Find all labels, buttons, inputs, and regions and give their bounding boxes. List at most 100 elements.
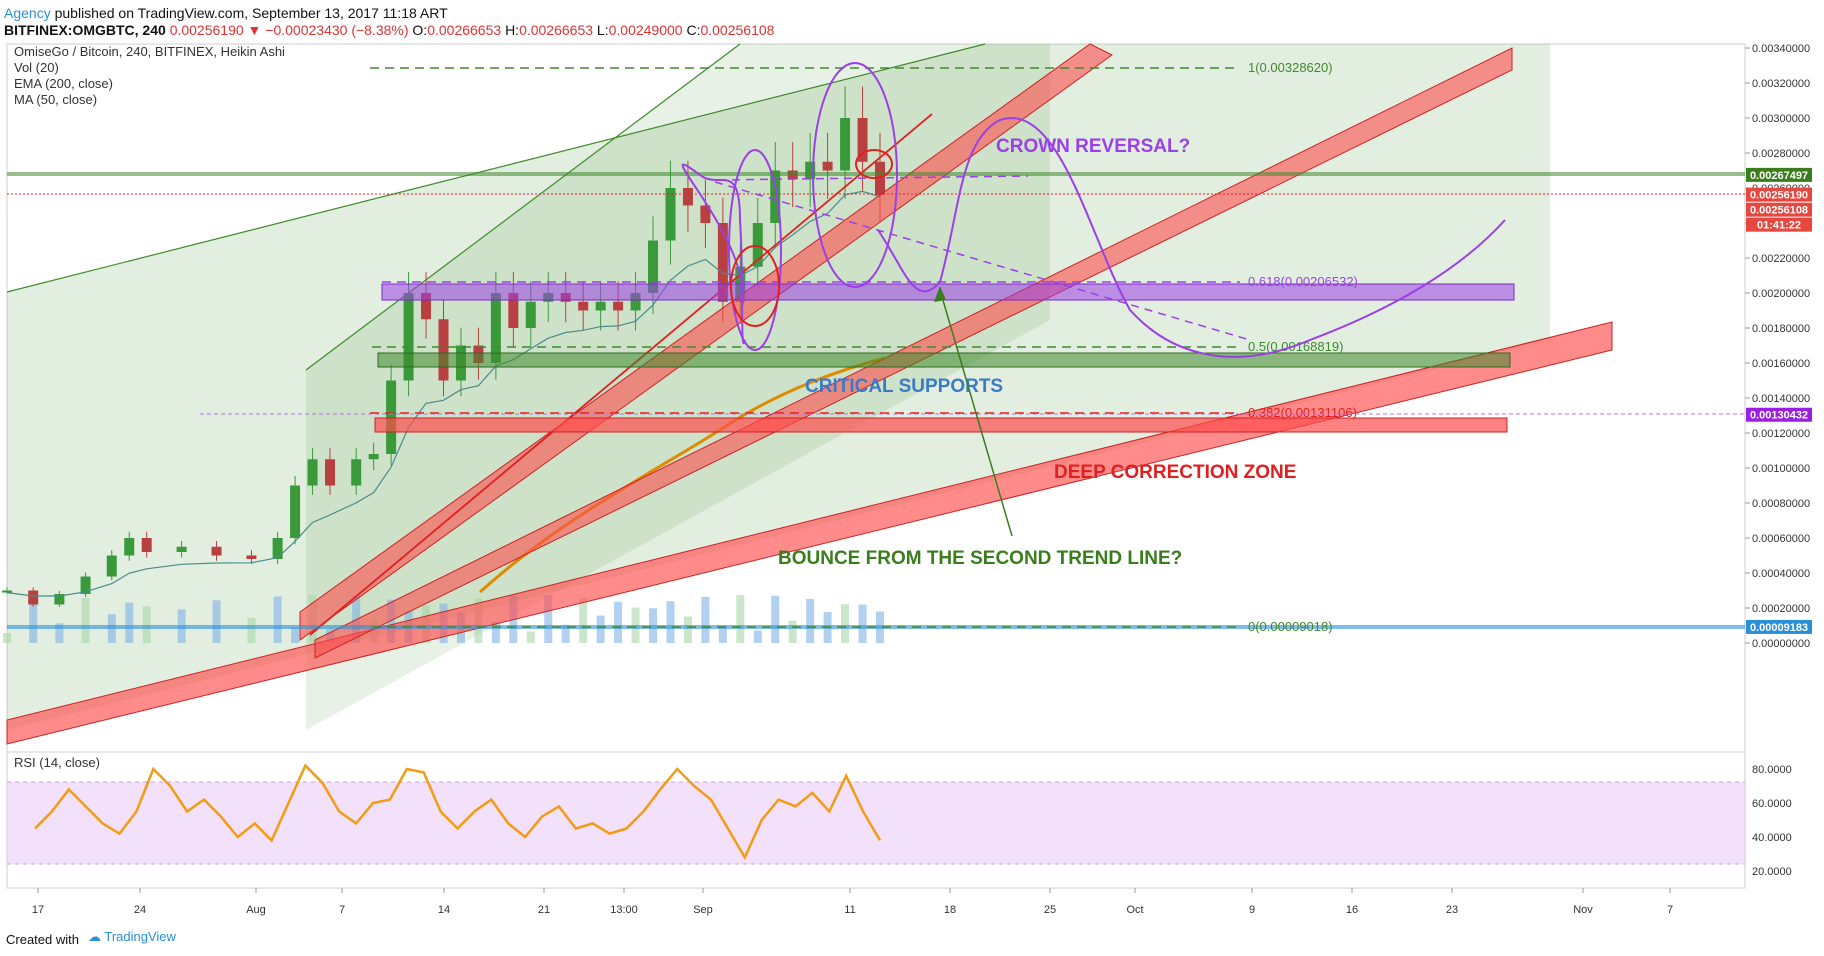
red-ellipse-top: [855, 149, 893, 179]
last-price: 0.00256190: [169, 22, 244, 38]
volume-bar: [81, 597, 90, 643]
candle-body: [106, 555, 117, 577]
price-tick-label: 0.00040000: [1752, 568, 1810, 580]
crown-ellipse: [812, 62, 898, 288]
price-tick-label: 0.00300000: [1752, 113, 1810, 125]
candle-body: [2, 590, 12, 593]
price-tick-label: 0.00120000: [1752, 428, 1810, 440]
fib-382-label: 0.382(0.00131106): [1248, 405, 1357, 420]
price-badge-text: 0.00256190: [1750, 190, 1808, 202]
volume-bar: [561, 624, 570, 643]
candle-body: [80, 576, 91, 594]
price-tick-label: 0.00100000: [1752, 463, 1810, 475]
candle-body: [54, 594, 65, 605]
volume-bar: [596, 615, 605, 643]
time-tick-label: 18: [944, 904, 956, 916]
upper-trend-line[interactable]: [6, 43, 986, 293]
price-badge-text: 0.00130432: [1750, 410, 1808, 422]
time-tick-label: Oct: [1126, 904, 1143, 916]
candle-body: [351, 459, 362, 486]
volume-bar: [526, 631, 535, 643]
price-tick-label: 0.00340000: [1752, 43, 1810, 55]
price-badge: [1746, 202, 1812, 217]
price-badge: [1746, 167, 1812, 182]
left-shoulder-curve: [728, 149, 782, 351]
rsi-tick-label: 20.0000: [1752, 866, 1792, 878]
candle-body: [28, 590, 39, 605]
candle-body: [421, 293, 432, 320]
open-value: 0.00266653: [427, 22, 502, 38]
price-tick-label: 0.00080000: [1752, 498, 1810, 510]
volume-bar: [291, 627, 300, 643]
candle-body: [386, 380, 397, 454]
time-tick-label: 25: [1044, 904, 1056, 916]
purple-support-zone: [381, 283, 1515, 301]
rsi-line: [34, 763, 882, 861]
candle-body: [682, 188, 693, 206]
volume-bar: [718, 625, 727, 643]
time-tick-label: Aug: [246, 904, 266, 916]
down-arrow-icon: ▼: [247, 22, 262, 38]
steep-trend-line: [309, 113, 933, 636]
candle-body: [840, 118, 851, 171]
rsi-tick-label: 40.0000: [1752, 832, 1792, 844]
price-tick-label: 0.00280000: [1752, 148, 1810, 160]
time-tick-label: 11: [844, 904, 855, 916]
publish-line: Agency published on TradingView.com, Sep…: [4, 5, 448, 21]
price-tick-label: 0.00220000: [1752, 253, 1810, 265]
low-value: 0.00249000: [608, 22, 683, 38]
candle-body: [752, 223, 763, 267]
time-tick-label: 24: [134, 904, 146, 916]
legend-ma: MA (50, close): [14, 92, 97, 107]
candle-body: [875, 161, 885, 195]
candle-body: [307, 459, 318, 486]
volume-bar: [544, 595, 553, 643]
author-link[interactable]: Agency: [4, 5, 51, 21]
tradingview-brand[interactable]: ☁ TradingView: [88, 929, 176, 945]
candle-body: [490, 293, 501, 363]
change-text: −0.00023430 (−8.38%): [265, 22, 409, 38]
candle-body: [211, 546, 222, 556]
time-tick-label: Nov: [1573, 904, 1593, 916]
candle-body: [176, 546, 187, 552]
volume-bar: [736, 595, 745, 643]
cloud-icon: ☁: [88, 929, 101, 944]
price-axis[interactable]: 0.00340000 0.00320000 0.00300000 0.00280000…: [1745, 43, 1810, 650]
bounce-label: BOUNCE FROM THE SECOND TREND LINE?: [778, 548, 1182, 569]
price-badge-text: 0.00256108: [1750, 205, 1808, 217]
time-tick-label: 21: [538, 904, 550, 916]
chart-header: Agency published on TradingView.com, Sep…: [0, 0, 1824, 40]
candle-body: [325, 459, 336, 486]
left-crown-ellipse: [681, 163, 746, 344]
inner-trend-line[interactable]: [305, 43, 741, 371]
time-axis[interactable]: 17 24 Aug 7 14 21 13:00 Sep 11 18 25 Oct 9 16 23 Nov 7: [32, 888, 1673, 916]
deep-correction-label: DEEP CORRECTION ZONE: [1054, 462, 1296, 483]
price-badge: [1746, 187, 1812, 202]
candle-body: [290, 485, 301, 538]
candle-body: [630, 293, 641, 311]
candle-body: [141, 538, 152, 552]
time-tick-label: Sep: [693, 904, 713, 916]
volume-bar: [788, 620, 797, 643]
price-badge: [1746, 407, 1812, 422]
price-badge-text: 0.00009183: [1750, 622, 1808, 634]
volume-bar: [55, 623, 64, 643]
time-tick-label: 16: [1346, 904, 1358, 916]
volume-bar: [491, 621, 500, 643]
bounce-arrow: [939, 289, 1013, 537]
projection-curve: [877, 117, 1506, 358]
candle-body: [857, 118, 868, 162]
volume-bar: [683, 616, 692, 643]
symbol-text: BITFINEX:OMGBTC, 240: [4, 22, 166, 38]
arrow-head-icon: [934, 286, 946, 302]
rsi-tick-label: 80.0000: [1752, 764, 1792, 776]
rsi-axis[interactable]: 80.0000 60.0000 40.0000 20.0000: [1752, 764, 1792, 878]
volume-bar: [579, 597, 588, 643]
price-chart[interactable]: 1(0.00328620) 0.618(0.00206532) 0.5(0.00…: [0, 40, 1824, 923]
high-value: 0.00266653: [519, 22, 594, 38]
fib-100-label: 1(0.00328620): [1248, 60, 1333, 75]
green-support-zone: [377, 352, 1511, 368]
volume-bar: [273, 596, 282, 643]
time-tick-label: 13:00: [610, 904, 638, 916]
fib-618-label: 0.618(0.00206532): [1248, 274, 1358, 289]
